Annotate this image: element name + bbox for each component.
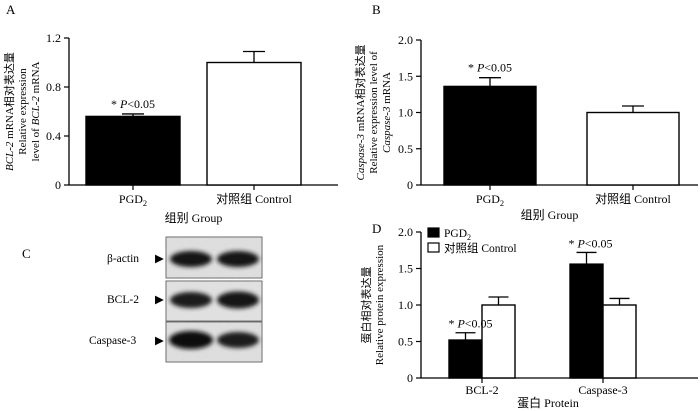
blot-label-beta-actin: β-actin — [107, 253, 139, 265]
category-label: BCL-2 — [465, 383, 498, 397]
y-axis-label: Caspase-3 mRNA — [381, 72, 393, 153]
category-label: PGD2​ — [119, 192, 147, 208]
y-tick-label: 1.5 — [398, 262, 413, 276]
y-tick-label: 1.0 — [398, 298, 413, 312]
y-tick-label: 0.5 — [398, 335, 413, 349]
y-tick-label: 2.0 — [398, 225, 413, 239]
blot-band — [170, 251, 212, 267]
chart-a-bcl2-mrna: 0 0.4 0.8 1.2 PGD2​ 对照组 Control * P<0.05 组别 Gro… — [2, 31, 338, 225]
y-axis-label: Caspase-3 mRNA相对表达量 — [353, 45, 367, 181]
blot-arrow: ▶ — [155, 294, 164, 306]
blot-band — [170, 292, 212, 308]
x-axis-label: 组别 Group — [165, 211, 223, 225]
chart-d-protein: 0 0.5 1.0 1.5 2.0 BCL-2 Caspase-3 * P<0.05 * P<0… — [359, 225, 698, 410]
legend-swatch — [427, 227, 440, 238]
y-tick-label: 0.5 — [398, 142, 413, 156]
blot-label-caspase3: Caspase-3 — [89, 335, 137, 347]
bar — [448, 339, 483, 379]
y-axis-label: level of BCL-2 mRNA — [30, 61, 42, 161]
y-axis-label: 蛋白相对表达量 — [359, 267, 373, 344]
legend-label: PGD2​ — [444, 228, 471, 242]
blot-row-caspase3: Caspase-3 ▶ — [89, 321, 263, 363]
bar — [206, 61, 302, 186]
bar — [85, 115, 181, 186]
category-label: 对照组 Control — [595, 192, 671, 206]
y-tick-label: 0 — [407, 178, 413, 192]
bar — [602, 304, 637, 379]
y-axis-label: Relative expression — [17, 68, 29, 155]
bar — [443, 85, 537, 186]
chart-b-caspase3-mrna: 0 0.5 1.0 1.5 2.0 PGD2​ 对照组 Control * P<0.05 组别 … — [353, 33, 698, 222]
significance-annotation: * P<0.05 — [448, 317, 492, 331]
significance-annotation: * P<0.05 — [468, 61, 512, 75]
panel-label-b: B — [372, 2, 381, 17]
legend-swatch — [427, 242, 440, 253]
y-tick-label: 0 — [55, 178, 61, 192]
significance-annotation: * P<0.05 — [568, 236, 612, 250]
y-tick-label: 0.8 — [46, 80, 61, 94]
y-tick-label: 1.0 — [398, 106, 413, 120]
x-axis-label: 组别 Group — [521, 208, 579, 222]
blot-band — [169, 331, 213, 349]
blot-arrow: ▶ — [155, 253, 164, 265]
blot-row-bcl2: BCL-2 ▶ — [107, 280, 263, 322]
panel-label-c: C — [22, 246, 31, 261]
y-axis-label: Relative protein expression — [374, 244, 386, 365]
y-axis-label: BCL-2 mRNA相对表达量 — [2, 52, 16, 171]
panel-label-d: D — [372, 221, 381, 236]
blot-band — [217, 291, 259, 309]
category-label: PGD2​ — [476, 192, 504, 208]
blot-label-bcl2: BCL-2 — [107, 294, 139, 306]
y-axis-label: Relative expression level of — [368, 51, 380, 174]
bar — [569, 263, 604, 379]
blot-arrow: ▶ — [155, 335, 164, 347]
y-tick-label: 1.5 — [398, 69, 413, 83]
panel-label-a: A — [6, 2, 16, 17]
legend-label: 对照组 Control — [444, 241, 517, 255]
y-tick-label: 0.4 — [46, 129, 61, 143]
y-tick-label: 1.2 — [46, 31, 61, 45]
category-label: 对照组 Control — [216, 192, 292, 206]
bar — [586, 111, 680, 186]
y-tick-label: 2.0 — [398, 33, 413, 47]
blot-band — [217, 332, 259, 348]
blot-band — [217, 251, 259, 267]
blot-row-beta-actin: β-actin ▶ — [107, 236, 263, 279]
significance-annotation: * P<0.05 — [111, 97, 155, 111]
x-axis-label: 蛋白 Protein — [517, 395, 579, 410]
y-tick-label: 0 — [407, 371, 413, 385]
western-blot-panel: β-actin ▶ BCL-2 ▶ Caspase-3 ▶ — [89, 236, 263, 363]
category-label: Caspase-3 — [578, 383, 627, 397]
